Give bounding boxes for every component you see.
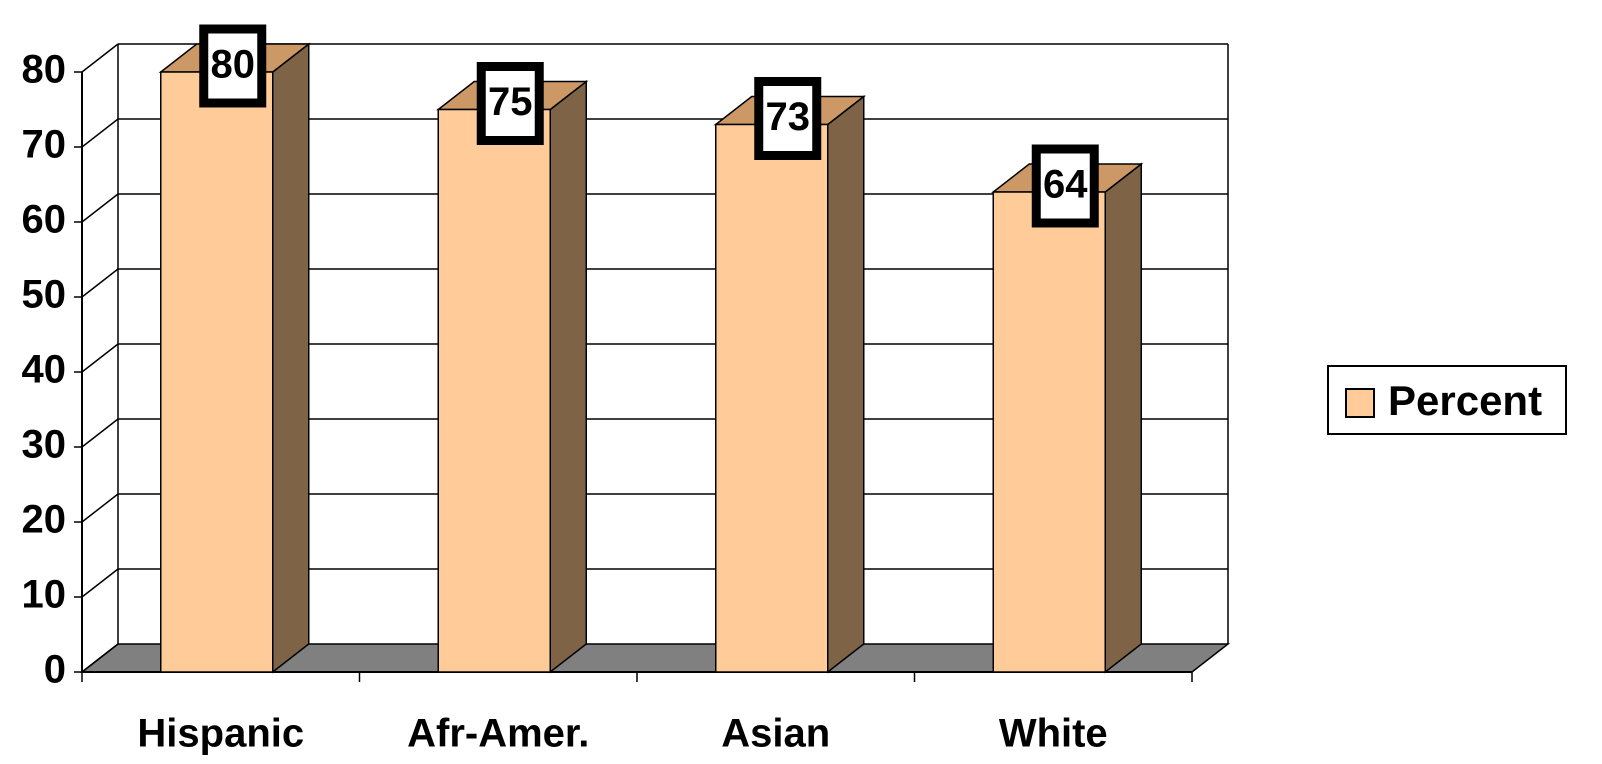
- x-category-label: Hispanic: [137, 712, 304, 756]
- gridline-connector: [81, 643, 119, 673]
- y-tick-label: 30: [22, 423, 67, 467]
- data-label: 64: [1043, 163, 1088, 207]
- gridline-connector: [81, 343, 119, 373]
- y-tick-label: 70: [22, 123, 67, 167]
- data-label-box: [199, 24, 267, 108]
- x-category-label: Asian: [721, 712, 830, 756]
- y-tick-label: 60: [22, 198, 67, 242]
- data-label-box: [476, 62, 544, 145]
- bar: [715, 123, 829, 673]
- gridline-connector: [81, 118, 119, 148]
- bar: [437, 108, 551, 673]
- y-tick-label: 80: [22, 48, 67, 92]
- bar-side: [827, 94, 865, 674]
- bar-side: [272, 42, 310, 674]
- gridline-connector: [81, 493, 119, 523]
- x-category-label: Afr-Amer.: [407, 712, 589, 756]
- data-label: 75: [488, 80, 533, 124]
- gridline-connector: [81, 268, 119, 298]
- y-tick-label: 10: [22, 573, 67, 617]
- x-category-label: White: [999, 712, 1108, 756]
- y-tick-label: 0: [44, 648, 66, 692]
- data-label: 73: [766, 95, 811, 139]
- y-tick-label: 40: [22, 348, 67, 392]
- bar: [992, 191, 1106, 673]
- data-label-box: [754, 77, 822, 160]
- data-label-box: [1031, 144, 1099, 228]
- bar: [160, 71, 274, 673]
- y-tick-label: 50: [22, 273, 67, 317]
- bar-side: [1104, 162, 1142, 674]
- gridline-connector: [81, 418, 119, 448]
- gridline-connector: [81, 568, 119, 598]
- data-label: 80: [211, 43, 256, 87]
- y-tick-label: 20: [22, 498, 67, 542]
- gridline-connector: [81, 43, 119, 73]
- bar-side: [549, 79, 587, 674]
- legend-label: Percent: [1388, 377, 1542, 424]
- gridline-connector: [81, 193, 119, 223]
- legend-swatch: [1345, 388, 1375, 418]
